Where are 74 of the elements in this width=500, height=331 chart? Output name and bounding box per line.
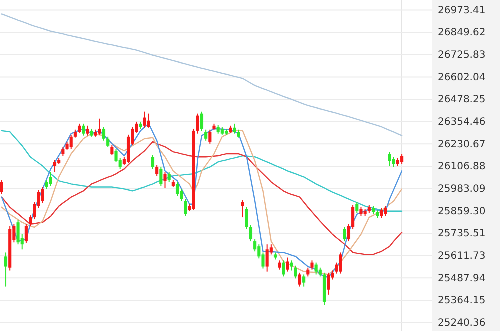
y-tick-label: 25611.73 xyxy=(438,251,486,262)
candlestick xyxy=(360,206,363,217)
line-series xyxy=(1,141,403,256)
candlestick xyxy=(278,260,282,270)
y-tick-label: 26725.83 xyxy=(438,50,486,62)
y-tick-label: 25364.15 xyxy=(438,296,486,307)
candlestick xyxy=(53,160,57,173)
candlestick xyxy=(176,182,180,197)
candlestick xyxy=(16,220,20,246)
candlestick xyxy=(143,111,146,128)
y-tick-label: 26602.04 xyxy=(438,72,486,84)
candlestick xyxy=(233,123,236,134)
candlestick xyxy=(388,152,392,167)
candlestick xyxy=(78,123,82,134)
candlestick xyxy=(4,252,8,288)
candlestick xyxy=(147,113,150,128)
y-tick-label: 25735.51 xyxy=(438,228,486,240)
candlestick xyxy=(339,252,342,274)
candlestick xyxy=(114,148,118,163)
candlestick xyxy=(282,260,286,278)
y-tick-label: 25859.30 xyxy=(438,206,486,218)
candlestick xyxy=(286,257,290,272)
line-series xyxy=(1,14,403,136)
candlestick xyxy=(62,146,65,157)
candlestick xyxy=(164,172,167,189)
candlestick xyxy=(290,260,294,272)
candlestick xyxy=(266,244,269,272)
candlestick xyxy=(110,144,114,156)
candlestick xyxy=(245,206,248,230)
candlestick xyxy=(343,226,346,242)
candlestick xyxy=(98,118,102,136)
candlestick xyxy=(28,215,32,227)
candlestick xyxy=(151,154,155,170)
candlestick xyxy=(156,164,159,177)
candlestick xyxy=(196,113,200,134)
y-tick-label: 25487.94 xyxy=(438,273,486,284)
candlestick xyxy=(184,198,188,217)
y-tick-label: 26973.41 xyxy=(438,5,486,16)
candlestick xyxy=(24,224,28,244)
candlestick xyxy=(106,136,110,148)
candlestick xyxy=(204,129,208,142)
candlestick xyxy=(314,262,318,276)
candlestick xyxy=(102,126,106,142)
candlestick xyxy=(0,180,4,195)
candlestick xyxy=(241,200,244,218)
y-tick-label: 26478.25 xyxy=(438,94,486,106)
candlestick xyxy=(400,154,404,165)
y-tick-label: 26106.88 xyxy=(438,162,486,173)
candlestick xyxy=(86,125,90,136)
candlestick xyxy=(254,239,257,252)
candlestick xyxy=(41,186,44,204)
y-tick-label: 26849.62 xyxy=(438,28,486,39)
y-tick-label: 25983.09 xyxy=(438,184,486,196)
y-tick-label: 26230.67 xyxy=(438,139,486,150)
candlestick xyxy=(208,129,212,144)
candlestick xyxy=(392,156,396,168)
candlestick xyxy=(356,202,359,214)
candlestick xyxy=(45,180,48,190)
candlestick xyxy=(384,206,388,217)
candlestick xyxy=(298,272,302,288)
candlestick xyxy=(200,111,204,132)
candlestick xyxy=(302,274,306,288)
candlestick xyxy=(294,265,298,280)
candlestick xyxy=(310,260,314,270)
y-tick-label: 25240.36 xyxy=(438,318,486,330)
candlestick xyxy=(249,224,253,242)
candlestick xyxy=(160,166,163,187)
candlestick xyxy=(380,208,384,219)
candlestick xyxy=(327,272,330,296)
candlestick xyxy=(82,123,86,136)
candlestick xyxy=(70,134,73,150)
candlestick xyxy=(168,172,171,183)
y-tick-label: 26354.46 xyxy=(438,117,486,128)
candlestick xyxy=(49,172,52,187)
